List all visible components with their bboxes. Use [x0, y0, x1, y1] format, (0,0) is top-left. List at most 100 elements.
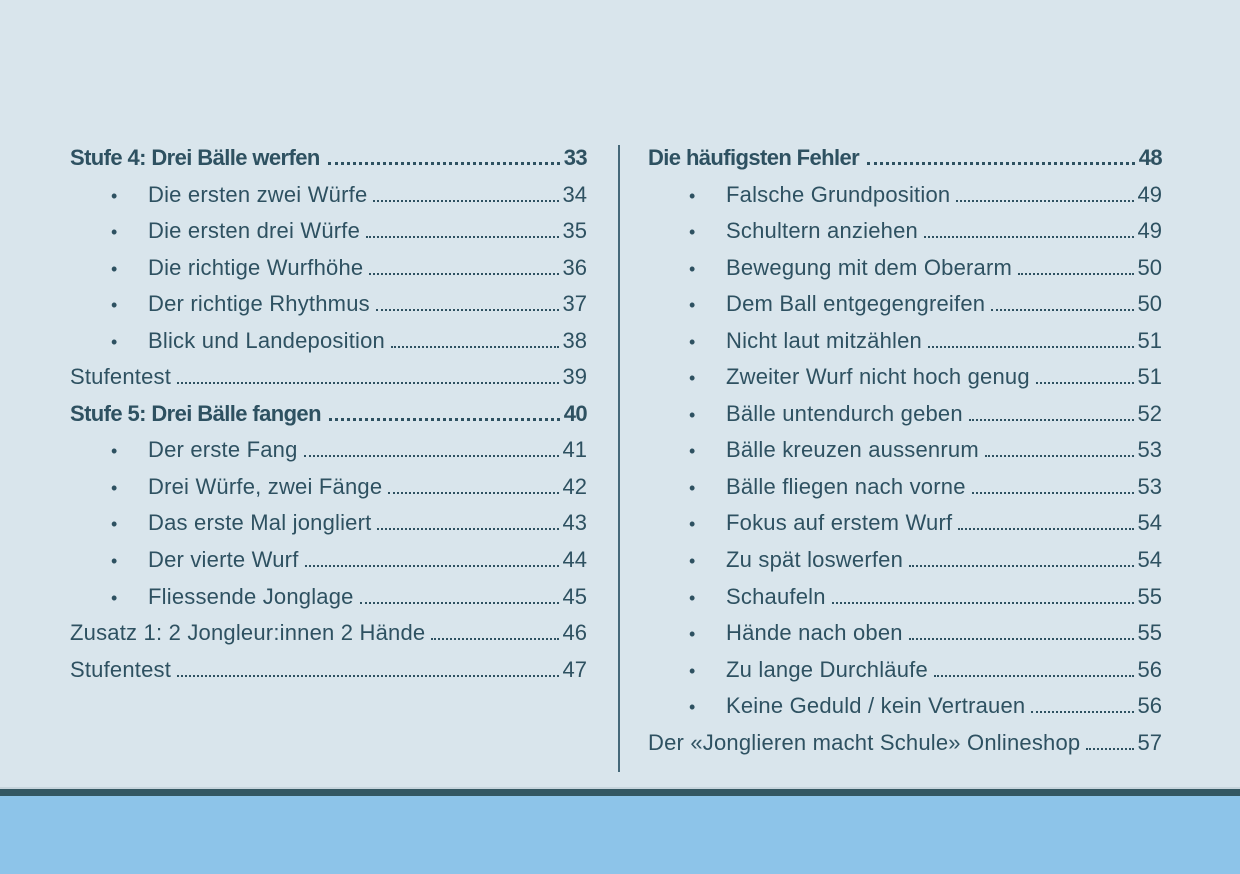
dot-leader: [377, 528, 559, 531]
toc-entry[interactable]: • Blick und Landeposition 38: [70, 323, 587, 360]
bullet-icon: •: [111, 331, 118, 352]
toc-entry-title: Der erste Fang: [148, 437, 298, 463]
toc-entry-title: Zusatz 1: 2 Jongleur:innen 2 Hände: [70, 620, 426, 646]
dot-leader: [927, 345, 1134, 348]
toc-entry-page: 43: [562, 510, 587, 536]
toc-entry-title: Bälle fliegen nach vorne: [726, 473, 966, 499]
bullet-icon: •: [689, 697, 696, 718]
toc-entry-title: Die häufigsten Fehler: [648, 145, 860, 170]
toc-entry[interactable]: Die häufigsten Fehler 48: [648, 140, 1163, 177]
toc-entry-title: Zu lange Durchläufe: [726, 656, 928, 682]
toc-entry[interactable]: • Fliessende Jonglage 45: [70, 579, 587, 616]
toc-entry[interactable]: Der «Jonglieren macht Schule» Onlineshop…: [648, 725, 1162, 762]
toc-entry[interactable]: • Der erste Fang 41: [70, 432, 587, 469]
toc-entry[interactable]: Stufe 4: Drei Bälle werfen 33: [70, 140, 588, 177]
toc-entry[interactable]: Zusatz 1: 2 Jongleur:innen 2 Hände 46: [70, 615, 587, 652]
dot-leader: [933, 674, 1134, 677]
toc-entry-page: 42: [562, 473, 587, 499]
toc-entry[interactable]: • Bälle untendurch geben 52: [648, 396, 1162, 433]
toc-entry-title: Der richtige Rhythmus: [148, 291, 370, 317]
bullet-icon: •: [689, 477, 696, 498]
bullet-icon: •: [689, 441, 696, 462]
dot-leader: [1086, 747, 1134, 750]
dot-leader: [359, 601, 559, 604]
toc-entry[interactable]: • Schultern anziehen 49: [648, 213, 1162, 250]
toc-entry[interactable]: • Zu lange Durchläufe 56: [648, 652, 1162, 689]
toc-entry-title: Fliessende Jonglage: [148, 583, 354, 609]
toc-entry[interactable]: • Zu spät loswerfen 54: [648, 542, 1162, 579]
page-footer: [0, 787, 1240, 874]
toc-entry[interactable]: Stufentest 39: [70, 359, 587, 396]
toc-entry-title: Stufentest: [70, 656, 172, 682]
footer-hairline: [0, 787, 1240, 789]
bullet-icon: •: [111, 185, 118, 206]
toc-entry-title: Die ersten drei Würfe: [148, 218, 361, 244]
bullet-icon: •: [111, 295, 118, 316]
toc-entry-title: Hände nach oben: [726, 620, 903, 646]
toc-entry[interactable]: Stufentest 47: [70, 652, 587, 689]
toc-entry-page: 54: [1137, 510, 1162, 536]
toc-entry-page: 49: [1137, 181, 1162, 207]
bullet-icon: •: [689, 331, 696, 352]
bullet-icon: •: [689, 185, 696, 206]
footer-band: [0, 796, 1240, 874]
toc-entry[interactable]: • Bälle fliegen nach vorne 53: [648, 469, 1162, 506]
toc-entry-page: 55: [1137, 620, 1162, 646]
toc-entry[interactable]: • Der vierte Wurf 44: [70, 542, 587, 579]
dot-leader: [909, 565, 1134, 568]
bullet-icon: •: [689, 587, 696, 608]
toc-entry[interactable]: • Zweiter Wurf nicht hoch genug 51: [648, 359, 1162, 396]
toc-left-column: Stufe 4: Drei Bälle werfen 33 • Die erst…: [70, 140, 588, 772]
dot-leader: [431, 638, 559, 641]
bullet-icon: •: [111, 514, 118, 535]
toc-entry-title: Der «Jonglieren macht Schule» Onlineshop: [648, 729, 1081, 755]
toc-entry-title: Nicht laut mitzählen: [726, 327, 922, 353]
toc-entry-page: 44: [562, 547, 587, 573]
toc-entry-title: Bälle untendurch geben: [726, 400, 963, 426]
toc-entry-page: 47: [562, 656, 587, 682]
toc-entry[interactable]: • Nicht laut mitzählen 51: [648, 323, 1162, 360]
toc-entry-page: 56: [1137, 656, 1162, 682]
bullet-icon: •: [111, 587, 118, 608]
toc-entry[interactable]: • Die ersten zwei Würfe 34: [70, 177, 587, 214]
toc-entry[interactable]: • Schaufeln 55: [648, 579, 1162, 616]
toc-entry[interactable]: • Die richtige Wurfhöhe 36: [70, 250, 587, 287]
toc-entry-page: 46: [562, 620, 587, 646]
dot-leader: [303, 455, 559, 458]
toc-entry-page: 51: [1137, 327, 1162, 353]
toc-entry-title: Schultern anziehen: [726, 218, 918, 244]
toc-entry[interactable]: • Der richtige Rhythmus 37: [70, 286, 587, 323]
dot-leader: [908, 638, 1134, 641]
toc-entry-page: 56: [1137, 693, 1162, 719]
toc-entry[interactable]: Stufe 5: Drei Bälle fangen 40: [70, 396, 588, 433]
toc-entry-title: Schaufeln: [726, 583, 826, 609]
dot-leader: [1035, 382, 1134, 385]
toc-entry[interactable]: • Falsche Grundposition 49: [648, 177, 1162, 214]
toc-entry-title: Stufentest: [70, 364, 172, 390]
toc-entry[interactable]: • Fokus auf erstem Wurf 54: [648, 505, 1162, 542]
toc-entry-page: 54: [1137, 547, 1162, 573]
toc-entry[interactable]: • Drei Würfe, zwei Fänge 42: [70, 469, 587, 506]
toc-entry[interactable]: • Hände nach oben 55: [648, 615, 1162, 652]
toc-entry[interactable]: • Das erste Mal jongliert 43: [70, 505, 587, 542]
toc-entry-page: 51: [1137, 364, 1162, 390]
bullet-icon: •: [689, 624, 696, 645]
toc-entry-title: Zu spät loswerfen: [726, 547, 904, 573]
dot-leader: [391, 345, 559, 348]
toc-entry[interactable]: • Bewegung mit dem Oberarm 50: [648, 250, 1162, 287]
dot-leader: [984, 455, 1134, 458]
toc-entry-page: 53: [1137, 473, 1162, 499]
toc-entry-page: 50: [1137, 254, 1162, 280]
toc-entry-title: Bewegung mit dem Oberarm: [726, 254, 1013, 280]
toc-entry[interactable]: • Die ersten drei Würfe 35: [70, 213, 587, 250]
dot-leader: [958, 528, 1134, 531]
toc-entry-page: 53: [1137, 437, 1162, 463]
toc-content: Stufe 4: Drei Bälle werfen 33 • Die erst…: [70, 140, 1163, 772]
toc-entry[interactable]: • Bälle kreuzen aussenrum 53: [648, 432, 1162, 469]
toc-entry[interactable]: • Dem Ball entgegengreifen 50: [648, 286, 1162, 323]
dot-leader: [375, 309, 559, 312]
toc-entry[interactable]: • Keine Geduld / kein Vertrauen 56: [648, 688, 1162, 725]
bullet-icon: •: [689, 404, 696, 425]
toc-entry-page: 50: [1137, 291, 1162, 317]
bullet-icon: •: [689, 551, 696, 572]
